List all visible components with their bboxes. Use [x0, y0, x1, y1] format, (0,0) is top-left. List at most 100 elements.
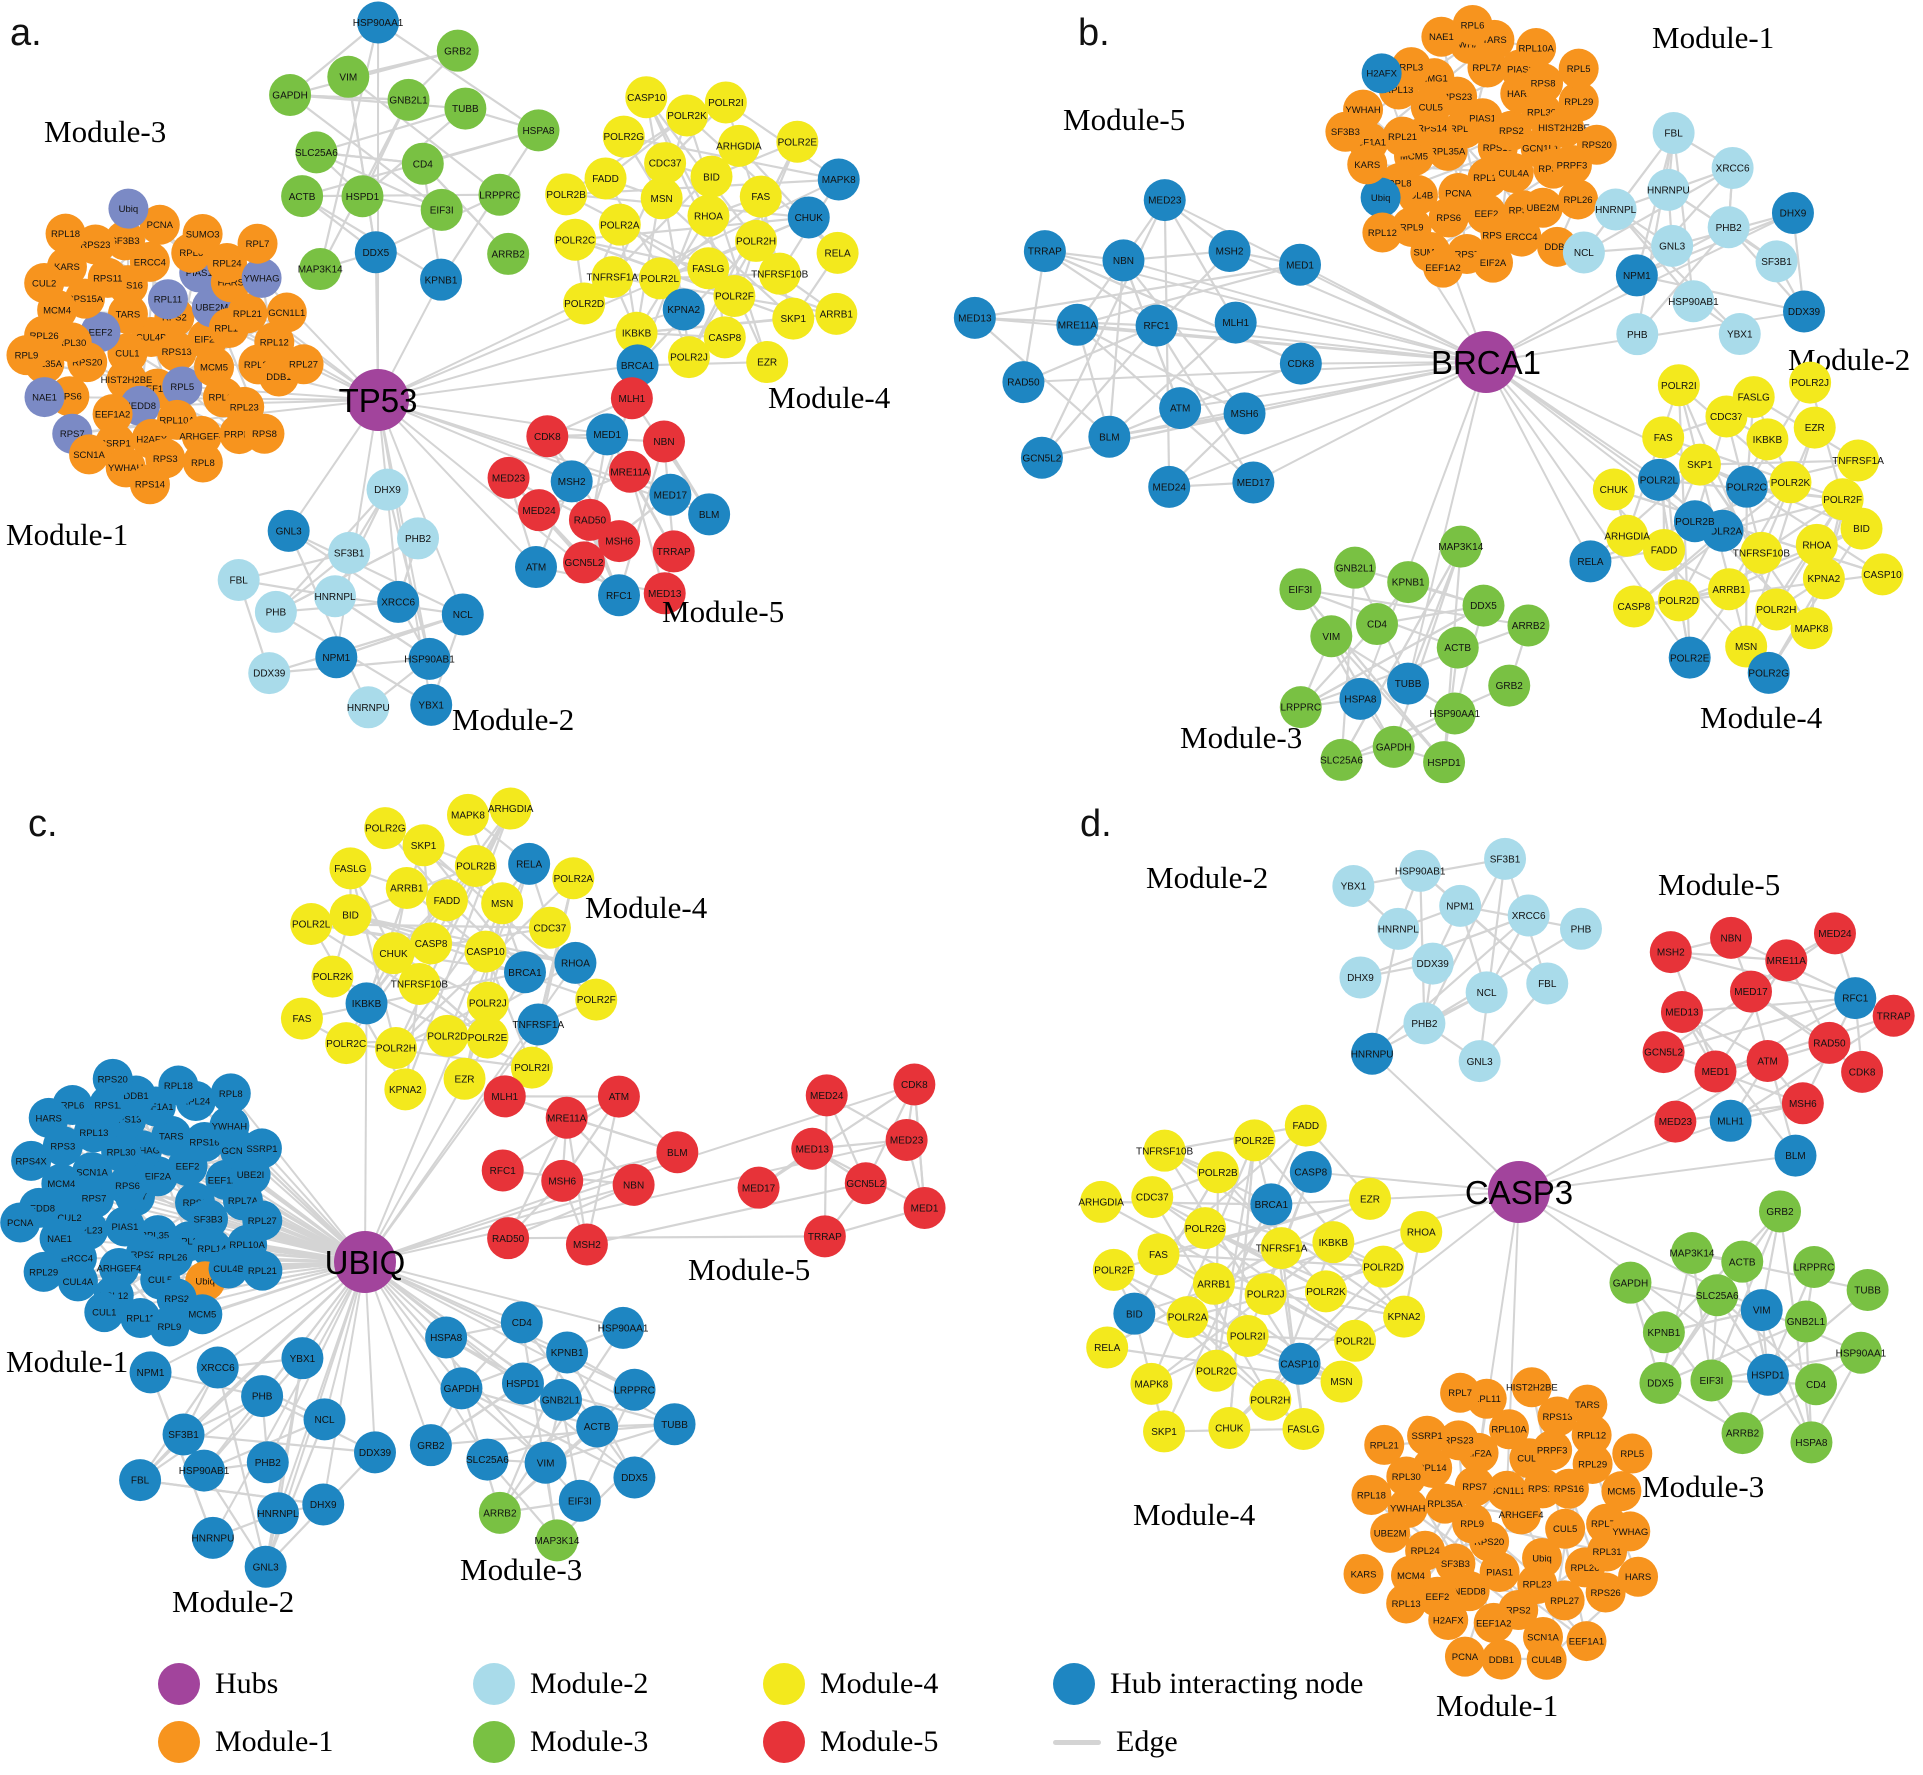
- node-RPL5[interactable]: [1558, 48, 1599, 89]
- node-HIST2H2BE[interactable]: [1511, 1367, 1552, 1408]
- node-EZR[interactable]: [1793, 406, 1836, 449]
- node-CUL2[interactable]: [24, 263, 65, 304]
- node-POLR2G[interactable]: [1747, 651, 1790, 694]
- node-RPL21[interactable]: [1364, 1424, 1405, 1465]
- node-HSP90AA1[interactable]: [1433, 692, 1476, 735]
- node-RPL27[interactable]: [242, 1200, 283, 1241]
- node-HSPA8[interactable]: [425, 1316, 468, 1359]
- node-EZR[interactable]: [1349, 1177, 1392, 1220]
- node-RPL24[interactable]: [207, 242, 248, 283]
- node-POLR2F[interactable]: [575, 978, 618, 1021]
- node-GNL3[interactable]: [1458, 1040, 1501, 1083]
- node-HSPD1[interactable]: [341, 175, 384, 218]
- node-NBN[interactable]: [1710, 916, 1753, 959]
- node-TRRAP[interactable]: [652, 530, 695, 573]
- node-CDK8[interactable]: [1841, 1050, 1884, 1093]
- node-FAS[interactable]: [1642, 416, 1685, 459]
- node-MSH2[interactable]: [1649, 931, 1692, 974]
- node-PHB2[interactable]: [1403, 1002, 1446, 1045]
- node-CHUK[interactable]: [1592, 468, 1635, 511]
- node-CDC37[interactable]: [528, 906, 571, 949]
- node-BRCA1[interactable]: [616, 344, 659, 387]
- hub-node-CASP3[interactable]: [1488, 1161, 1550, 1223]
- node-FADD[interactable]: [425, 879, 468, 922]
- node-POLR2H[interactable]: [374, 1027, 417, 1070]
- node-MRE11A[interactable]: [608, 450, 651, 493]
- node-POLR2D[interactable]: [563, 282, 606, 325]
- node-RPS16[interactable]: [1548, 1468, 1589, 1509]
- node-HNRNPL[interactable]: [1594, 188, 1637, 231]
- node-GAPDH[interactable]: [440, 1367, 483, 1410]
- node-ARRB1[interactable]: [1707, 568, 1750, 611]
- node-MLH1[interactable]: [1709, 1099, 1752, 1142]
- node-FBL[interactable]: [119, 1459, 162, 1502]
- node-BID[interactable]: [1840, 507, 1883, 550]
- node-CD4[interactable]: [1795, 1363, 1838, 1406]
- node-MSH6[interactable]: [598, 520, 641, 563]
- node-POLR2C[interactable]: [1195, 1349, 1238, 1392]
- node-SSRP1[interactable]: [1407, 1415, 1448, 1456]
- node-RPS23[interactable]: [1438, 1420, 1479, 1461]
- node-EIF3I[interactable]: [1690, 1359, 1733, 1402]
- node-FASLG[interactable]: [1282, 1407, 1325, 1450]
- node-NCL[interactable]: [1562, 231, 1605, 274]
- node-POLR2H[interactable]: [1755, 588, 1798, 631]
- node-KPNB1[interactable]: [420, 258, 463, 301]
- node-RPL18[interactable]: [158, 1065, 199, 1106]
- node-GRB2[interactable]: [1759, 1190, 1802, 1233]
- node-KPNA2[interactable]: [1802, 557, 1845, 600]
- node-GCN5L2[interactable]: [844, 1162, 887, 1205]
- node-RPS8[interactable]: [244, 413, 285, 454]
- node-TUBB[interactable]: [1846, 1269, 1889, 1312]
- node-TNFRSF10B[interactable]: [758, 252, 801, 295]
- node-RPL13[interactable]: [1386, 1583, 1427, 1624]
- node-DHX9[interactable]: [302, 1483, 345, 1526]
- node-CHUK[interactable]: [372, 932, 415, 975]
- node-MSN[interactable]: [481, 882, 524, 925]
- node-NCL[interactable]: [303, 1398, 346, 1441]
- node-HNRNPU[interactable]: [347, 686, 390, 729]
- node-POLR2K[interactable]: [1304, 1270, 1347, 1313]
- node-RPS14[interactable]: [129, 464, 170, 505]
- node-DHX9[interactable]: [1339, 956, 1382, 999]
- node-SLC25A6[interactable]: [1696, 1274, 1739, 1317]
- node-RAD50[interactable]: [568, 498, 611, 541]
- node-YWHAG[interactable]: [241, 257, 282, 298]
- node-SLC25A6[interactable]: [466, 1438, 509, 1481]
- node-LRPPRC[interactable]: [1793, 1246, 1836, 1289]
- node-TARS[interactable]: [151, 1115, 192, 1156]
- node-BRCA1[interactable]: [1250, 1183, 1293, 1226]
- node-CASP8[interactable]: [410, 922, 453, 965]
- node-RPS26[interactable]: [1585, 1572, 1626, 1613]
- node-CHUK[interactable]: [1208, 1407, 1251, 1450]
- node-RPS8[interactable]: [1523, 63, 1564, 104]
- node-CASP8[interactable]: [703, 316, 746, 359]
- node-TRRAP[interactable]: [1872, 994, 1915, 1037]
- node-TNFRSF10B[interactable]: [398, 963, 441, 1006]
- node-POLR2E[interactable]: [466, 1016, 509, 1059]
- node-TRRAP[interactable]: [803, 1215, 846, 1258]
- node-KPNA2[interactable]: [662, 288, 705, 331]
- node-MED13[interactable]: [791, 1127, 834, 1170]
- node-MED17[interactable]: [1729, 970, 1772, 1013]
- node-ARRB2[interactable]: [1721, 1412, 1764, 1455]
- node-EZR[interactable]: [443, 1057, 486, 1100]
- node-NPM1[interactable]: [315, 636, 358, 679]
- node-GCN5L2[interactable]: [1642, 1031, 1685, 1074]
- node-CASP10[interactable]: [1278, 1342, 1321, 1385]
- node-CDK8[interactable]: [1279, 342, 1322, 385]
- node-EZR[interactable]: [746, 341, 789, 384]
- node-MAPK8[interactable]: [446, 793, 489, 836]
- node-ARRB1[interactable]: [815, 292, 858, 335]
- node-TNFRSF1A[interactable]: [1837, 439, 1880, 482]
- node-H2AFX[interactable]: [1428, 1599, 1469, 1640]
- node-RAD50[interactable]: [487, 1217, 530, 1260]
- node-HSP90AB1[interactable]: [182, 1449, 225, 1492]
- node-CDK8[interactable]: [893, 1063, 936, 1106]
- node-CASP10[interactable]: [464, 930, 507, 973]
- node-EIF3I[interactable]: [420, 188, 463, 231]
- node-SF3B1[interactable]: [1484, 837, 1527, 880]
- node-KPNA2[interactable]: [1383, 1295, 1426, 1338]
- node-BID[interactable]: [690, 155, 733, 198]
- node-ACTB[interactable]: [1436, 626, 1479, 669]
